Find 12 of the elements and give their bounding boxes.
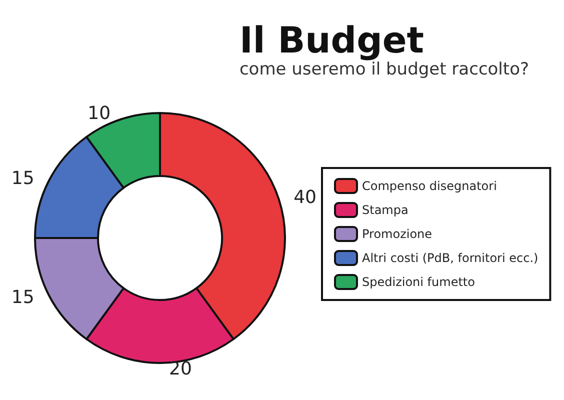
data-label: 15 [11, 286, 34, 308]
data-label: 10 [88, 102, 111, 124]
data-label: 20 [169, 358, 192, 380]
legend-label: Altri costi (PdB, fornitori ecc.) [362, 251, 538, 265]
legend-label: Stampa [362, 203, 408, 217]
legend-label: Compenso disegnatori [362, 179, 497, 193]
data-label: 40 [294, 187, 316, 208]
data-label: 15 [11, 168, 34, 190]
legend-label: Promozione [362, 227, 432, 241]
legend-label: Spedizioni fumetto [362, 275, 475, 289]
chart-title: Il Budget [239, 20, 424, 62]
chart-subtitle: come useremo il budget raccolto? [239, 60, 530, 80]
